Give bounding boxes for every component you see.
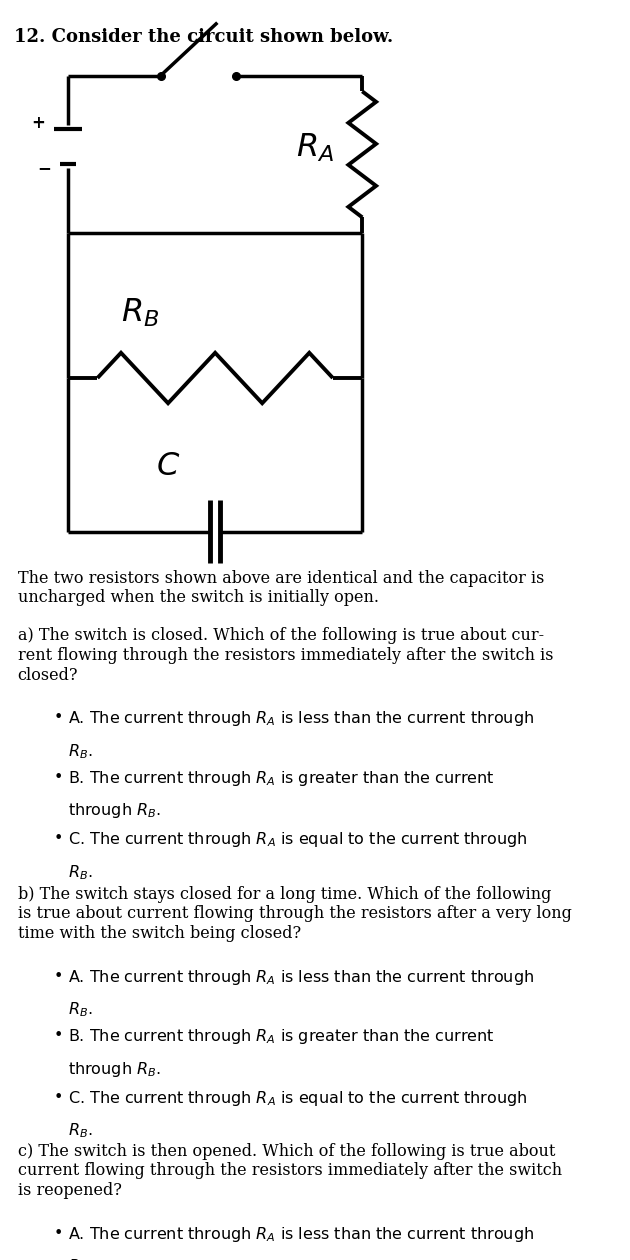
Text: through $R_B$.: through $R_B$. bbox=[68, 1060, 161, 1079]
Text: A. The current through $R_A$ is less than the current through: A. The current through $R_A$ is less tha… bbox=[68, 709, 534, 728]
Text: $C$: $C$ bbox=[156, 451, 180, 481]
Text: $R_B$.: $R_B$. bbox=[68, 742, 93, 761]
Text: •: • bbox=[54, 830, 63, 847]
Text: $R_B$.: $R_B$. bbox=[68, 1000, 93, 1019]
Text: •: • bbox=[54, 1089, 63, 1105]
Text: $R_B$.: $R_B$. bbox=[68, 863, 93, 882]
Text: $R_B$: $R_B$ bbox=[122, 296, 159, 329]
Text: −: − bbox=[37, 159, 51, 176]
Text: 12. Consider the circuit shown below.: 12. Consider the circuit shown below. bbox=[14, 28, 393, 45]
Text: +: + bbox=[31, 115, 45, 132]
Text: B. The current through $R_A$ is greater than the current: B. The current through $R_A$ is greater … bbox=[68, 769, 495, 788]
Text: c) The switch is then opened. Which of the following is true about
current flowi: c) The switch is then opened. Which of t… bbox=[18, 1143, 562, 1200]
Text: $R_A$: $R_A$ bbox=[296, 132, 334, 164]
Text: The two resistors shown above are identical and the capacitor is
uncharged when : The two resistors shown above are identi… bbox=[18, 570, 544, 606]
Text: C. The current through $R_A$ is equal to the current through: C. The current through $R_A$ is equal to… bbox=[68, 830, 527, 849]
Text: A. The current through $R_A$ is less than the current through: A. The current through $R_A$ is less tha… bbox=[68, 1225, 534, 1244]
Text: $R_B$.: $R_B$. bbox=[68, 1257, 93, 1260]
Text: •: • bbox=[54, 1027, 63, 1043]
Text: •: • bbox=[54, 769, 63, 785]
Text: C. The current through $R_A$ is equal to the current through: C. The current through $R_A$ is equal to… bbox=[68, 1089, 527, 1108]
Text: through $R_B$.: through $R_B$. bbox=[68, 801, 161, 820]
Text: A. The current through $R_A$ is less than the current through: A. The current through $R_A$ is less tha… bbox=[68, 968, 534, 987]
Text: B. The current through $R_A$ is greater than the current: B. The current through $R_A$ is greater … bbox=[68, 1027, 495, 1046]
Text: •: • bbox=[54, 968, 63, 984]
Text: b) The switch stays closed for a long time. Which of the following
is true about: b) The switch stays closed for a long ti… bbox=[18, 886, 571, 942]
Text: a) The switch is closed. Which of the following is true about cur-
rent flowing : a) The switch is closed. Which of the fo… bbox=[18, 627, 553, 684]
Text: $R_B$.: $R_B$. bbox=[68, 1121, 93, 1140]
Text: •: • bbox=[54, 1225, 63, 1241]
Text: •: • bbox=[54, 709, 63, 726]
